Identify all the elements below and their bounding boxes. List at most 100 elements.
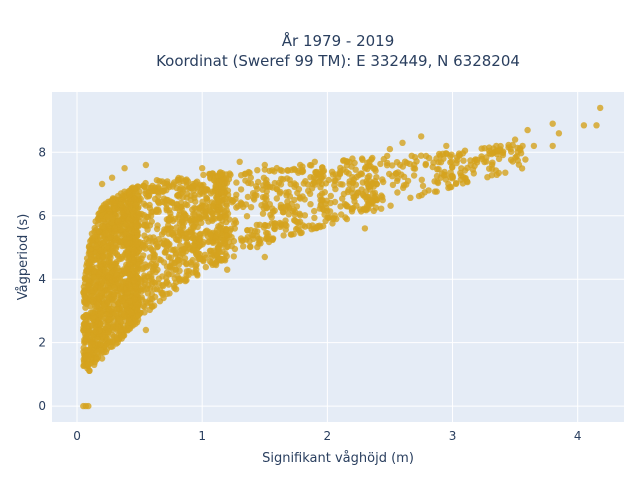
scatter-point — [218, 177, 225, 184]
scatter-point — [238, 172, 245, 179]
scatter-point — [448, 151, 455, 158]
scatter-point — [317, 202, 324, 209]
scatter-point — [89, 297, 97, 304]
scatter-point — [237, 186, 245, 193]
scatter-point — [111, 291, 118, 299]
scatter-point — [343, 215, 351, 223]
scatter-point — [89, 322, 96, 329]
scatter-point — [167, 254, 175, 261]
scatter-point — [348, 206, 356, 213]
scatter-point — [108, 174, 116, 181]
scatter-point — [159, 273, 166, 280]
scatter-point — [209, 170, 216, 177]
scatter-point — [458, 165, 465, 172]
scatter-point — [254, 185, 261, 193]
scatter-point — [433, 155, 440, 162]
scatter-point — [400, 173, 408, 180]
scatter-point — [120, 311, 128, 318]
scatter-point — [407, 194, 414, 201]
scatter-point — [367, 196, 374, 203]
scatter-point — [218, 188, 225, 196]
scatter-point — [138, 278, 145, 285]
scatter-point — [89, 309, 96, 316]
scatter-point — [96, 327, 103, 334]
scatter-point — [484, 174, 491, 181]
scatter-point — [297, 195, 304, 202]
scatter-point — [349, 179, 356, 186]
scatter-point — [118, 201, 125, 209]
scatter-point — [154, 206, 162, 213]
scatter-point — [310, 178, 318, 186]
scatter-point — [165, 230, 172, 237]
scatter-point — [99, 204, 106, 211]
scatter-point — [291, 211, 298, 218]
scatter-point — [202, 202, 210, 210]
scatter-point — [593, 122, 600, 129]
scatter-point — [125, 187, 133, 195]
scatter-point — [116, 316, 123, 324]
scatter-point — [149, 267, 156, 274]
scatter-point — [155, 236, 162, 243]
scatter-point — [318, 190, 326, 197]
scatter-point — [81, 355, 89, 362]
scatter-point — [125, 216, 132, 224]
scatter-point — [223, 226, 230, 233]
scatter-point — [247, 180, 255, 187]
scatter-point — [316, 170, 324, 178]
scatter-point — [524, 126, 531, 134]
scatter-point — [280, 208, 287, 216]
scatter-point — [363, 202, 371, 210]
scatter-point — [80, 324, 87, 331]
scatter-point — [223, 253, 230, 260]
scatter-point — [202, 254, 209, 261]
scatter-point — [168, 264, 175, 271]
scatter-point — [268, 220, 275, 227]
scatter-point — [244, 193, 252, 201]
scatter-point — [254, 243, 261, 251]
scatter-point — [223, 219, 230, 226]
scatter-point — [148, 218, 155, 225]
scatter-point — [93, 356, 101, 363]
scatter-point — [163, 263, 171, 270]
scatter-point — [369, 154, 376, 162]
scatter-point — [425, 154, 433, 162]
scatter-point — [111, 284, 118, 292]
scatter-point — [109, 343, 116, 350]
scatter-point — [261, 253, 268, 261]
scatter-point — [486, 144, 493, 151]
scatter-point — [343, 158, 350, 165]
scatter-point — [91, 233, 98, 241]
scatter-point — [379, 193, 386, 201]
scatter-point — [310, 174, 318, 181]
scatter-point — [505, 141, 512, 149]
scatter-point — [174, 236, 181, 244]
scatter-point — [208, 253, 215, 261]
scatter-point — [290, 230, 297, 238]
scatter-point — [212, 261, 220, 269]
scatter-point — [97, 284, 104, 291]
scatter-point — [261, 221, 268, 229]
scatter-point — [372, 167, 379, 174]
scatter-point — [261, 161, 268, 169]
scatter-point — [255, 178, 262, 186]
scatter-point — [194, 272, 201, 279]
scatter-point — [329, 171, 337, 178]
scatter-point — [94, 336, 101, 343]
y-tick-label: 8 — [38, 145, 46, 159]
scatter-point — [82, 335, 90, 342]
scatter-point — [148, 246, 155, 253]
scatter-point — [418, 176, 425, 183]
scatter-point — [177, 184, 185, 192]
scatter-point — [176, 276, 183, 283]
scatter-point — [181, 255, 189, 262]
scatter-point — [98, 180, 106, 188]
scatter-point — [125, 277, 132, 285]
scatter-point — [92, 218, 99, 225]
scatter-point — [129, 207, 137, 214]
scatter-point — [200, 171, 207, 179]
scatter-point — [140, 212, 148, 219]
scatter-point — [265, 238, 273, 246]
scatter-point — [140, 264, 147, 271]
y-tick-label: 4 — [38, 272, 46, 286]
scatter-point — [313, 224, 320, 232]
